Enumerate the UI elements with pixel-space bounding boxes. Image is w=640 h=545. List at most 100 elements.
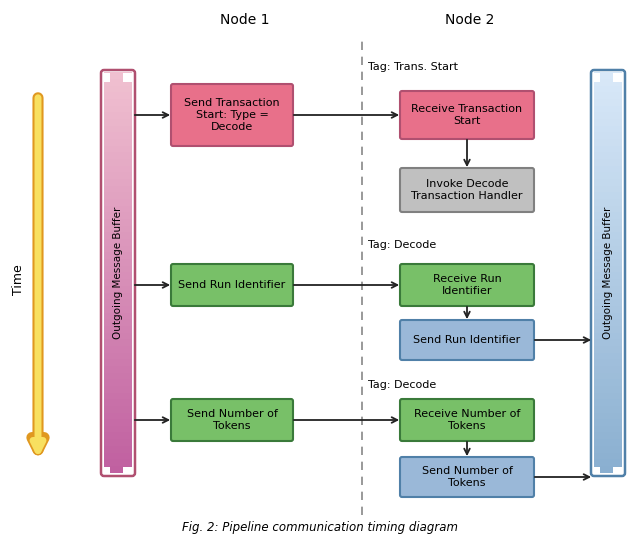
Bar <box>594 299 622 306</box>
Bar <box>594 466 622 473</box>
Bar <box>594 433 622 440</box>
Bar <box>594 419 622 426</box>
Bar <box>104 226 132 233</box>
Bar <box>104 433 132 440</box>
Bar <box>594 219 622 226</box>
Bar <box>104 272 132 280</box>
Text: Send Number of
Tokens: Send Number of Tokens <box>187 409 277 431</box>
Bar <box>104 406 132 413</box>
Text: Tag: Trans. Start: Tag: Trans. Start <box>368 62 458 72</box>
Bar <box>594 406 622 413</box>
Bar <box>104 286 132 293</box>
Bar <box>594 326 622 333</box>
Bar <box>594 459 622 467</box>
Bar <box>104 126 132 133</box>
Bar <box>104 266 132 273</box>
Bar <box>594 392 622 399</box>
Bar <box>104 459 132 467</box>
FancyBboxPatch shape <box>400 168 534 212</box>
Bar <box>104 173 132 180</box>
Text: Tag: Decode: Tag: Decode <box>368 240 436 250</box>
FancyBboxPatch shape <box>171 84 293 146</box>
Bar <box>594 112 622 120</box>
Bar <box>591 73 600 82</box>
Bar <box>594 259 622 267</box>
Bar <box>613 73 622 82</box>
Bar <box>104 372 132 380</box>
Bar <box>104 192 132 199</box>
Text: Send Number of
Tokens: Send Number of Tokens <box>422 466 513 488</box>
Bar <box>594 72 622 80</box>
Bar <box>123 467 132 476</box>
FancyBboxPatch shape <box>400 399 534 441</box>
Bar <box>594 119 622 126</box>
Text: Receive Transaction
Start: Receive Transaction Start <box>412 104 523 126</box>
Bar <box>104 312 132 320</box>
Bar <box>594 359 622 366</box>
Bar <box>594 132 622 140</box>
Text: Receive Run
Identifier: Receive Run Identifier <box>433 274 501 296</box>
Bar <box>594 353 622 360</box>
Bar <box>594 99 622 106</box>
Bar <box>104 319 132 326</box>
Bar <box>104 426 132 433</box>
Bar <box>104 186 132 193</box>
Bar <box>594 86 622 93</box>
Bar <box>104 466 132 473</box>
Bar <box>594 346 622 353</box>
Bar <box>104 246 132 253</box>
Bar <box>594 312 622 320</box>
Bar <box>594 366 622 373</box>
Bar <box>104 306 132 313</box>
Text: Node 2: Node 2 <box>445 13 495 27</box>
Bar <box>104 386 132 393</box>
Bar <box>594 226 622 233</box>
Bar <box>594 206 622 213</box>
Bar <box>104 153 132 160</box>
Bar <box>594 192 622 199</box>
Text: Send Run Identifier: Send Run Identifier <box>179 280 285 290</box>
Bar <box>104 299 132 306</box>
Bar <box>594 293 622 300</box>
Bar <box>594 166 622 173</box>
FancyBboxPatch shape <box>171 264 293 306</box>
Bar <box>594 279 622 286</box>
Text: Node 1: Node 1 <box>220 13 269 27</box>
Bar <box>104 106 132 113</box>
Bar <box>613 467 622 476</box>
FancyBboxPatch shape <box>400 264 534 306</box>
Bar <box>594 379 622 386</box>
Bar <box>594 173 622 180</box>
Bar <box>104 132 132 140</box>
Bar <box>594 319 622 326</box>
Bar <box>104 326 132 333</box>
Bar <box>594 266 622 273</box>
Bar <box>101 73 110 82</box>
Bar <box>594 179 622 186</box>
Bar <box>594 146 622 153</box>
Bar <box>104 332 132 340</box>
Bar <box>104 213 132 220</box>
Bar <box>104 353 132 360</box>
Bar <box>594 426 622 433</box>
Bar <box>594 386 622 393</box>
Bar <box>594 306 622 313</box>
Bar <box>594 199 622 207</box>
Bar <box>594 452 622 459</box>
Bar <box>591 467 600 476</box>
Bar <box>123 73 132 82</box>
Text: Tag: Decode: Tag: Decode <box>368 380 436 390</box>
Bar <box>594 399 622 407</box>
Bar <box>594 372 622 380</box>
Bar <box>104 79 132 86</box>
Bar <box>104 452 132 459</box>
Bar <box>104 379 132 386</box>
Bar <box>104 399 132 407</box>
Text: Invoke Decode
Transaction Handler: Invoke Decode Transaction Handler <box>412 179 523 201</box>
Bar <box>104 419 132 426</box>
Text: Outgoing Message Buffer: Outgoing Message Buffer <box>603 207 613 339</box>
Bar <box>594 286 622 293</box>
FancyBboxPatch shape <box>400 320 534 360</box>
Bar <box>104 239 132 246</box>
Bar <box>104 72 132 80</box>
